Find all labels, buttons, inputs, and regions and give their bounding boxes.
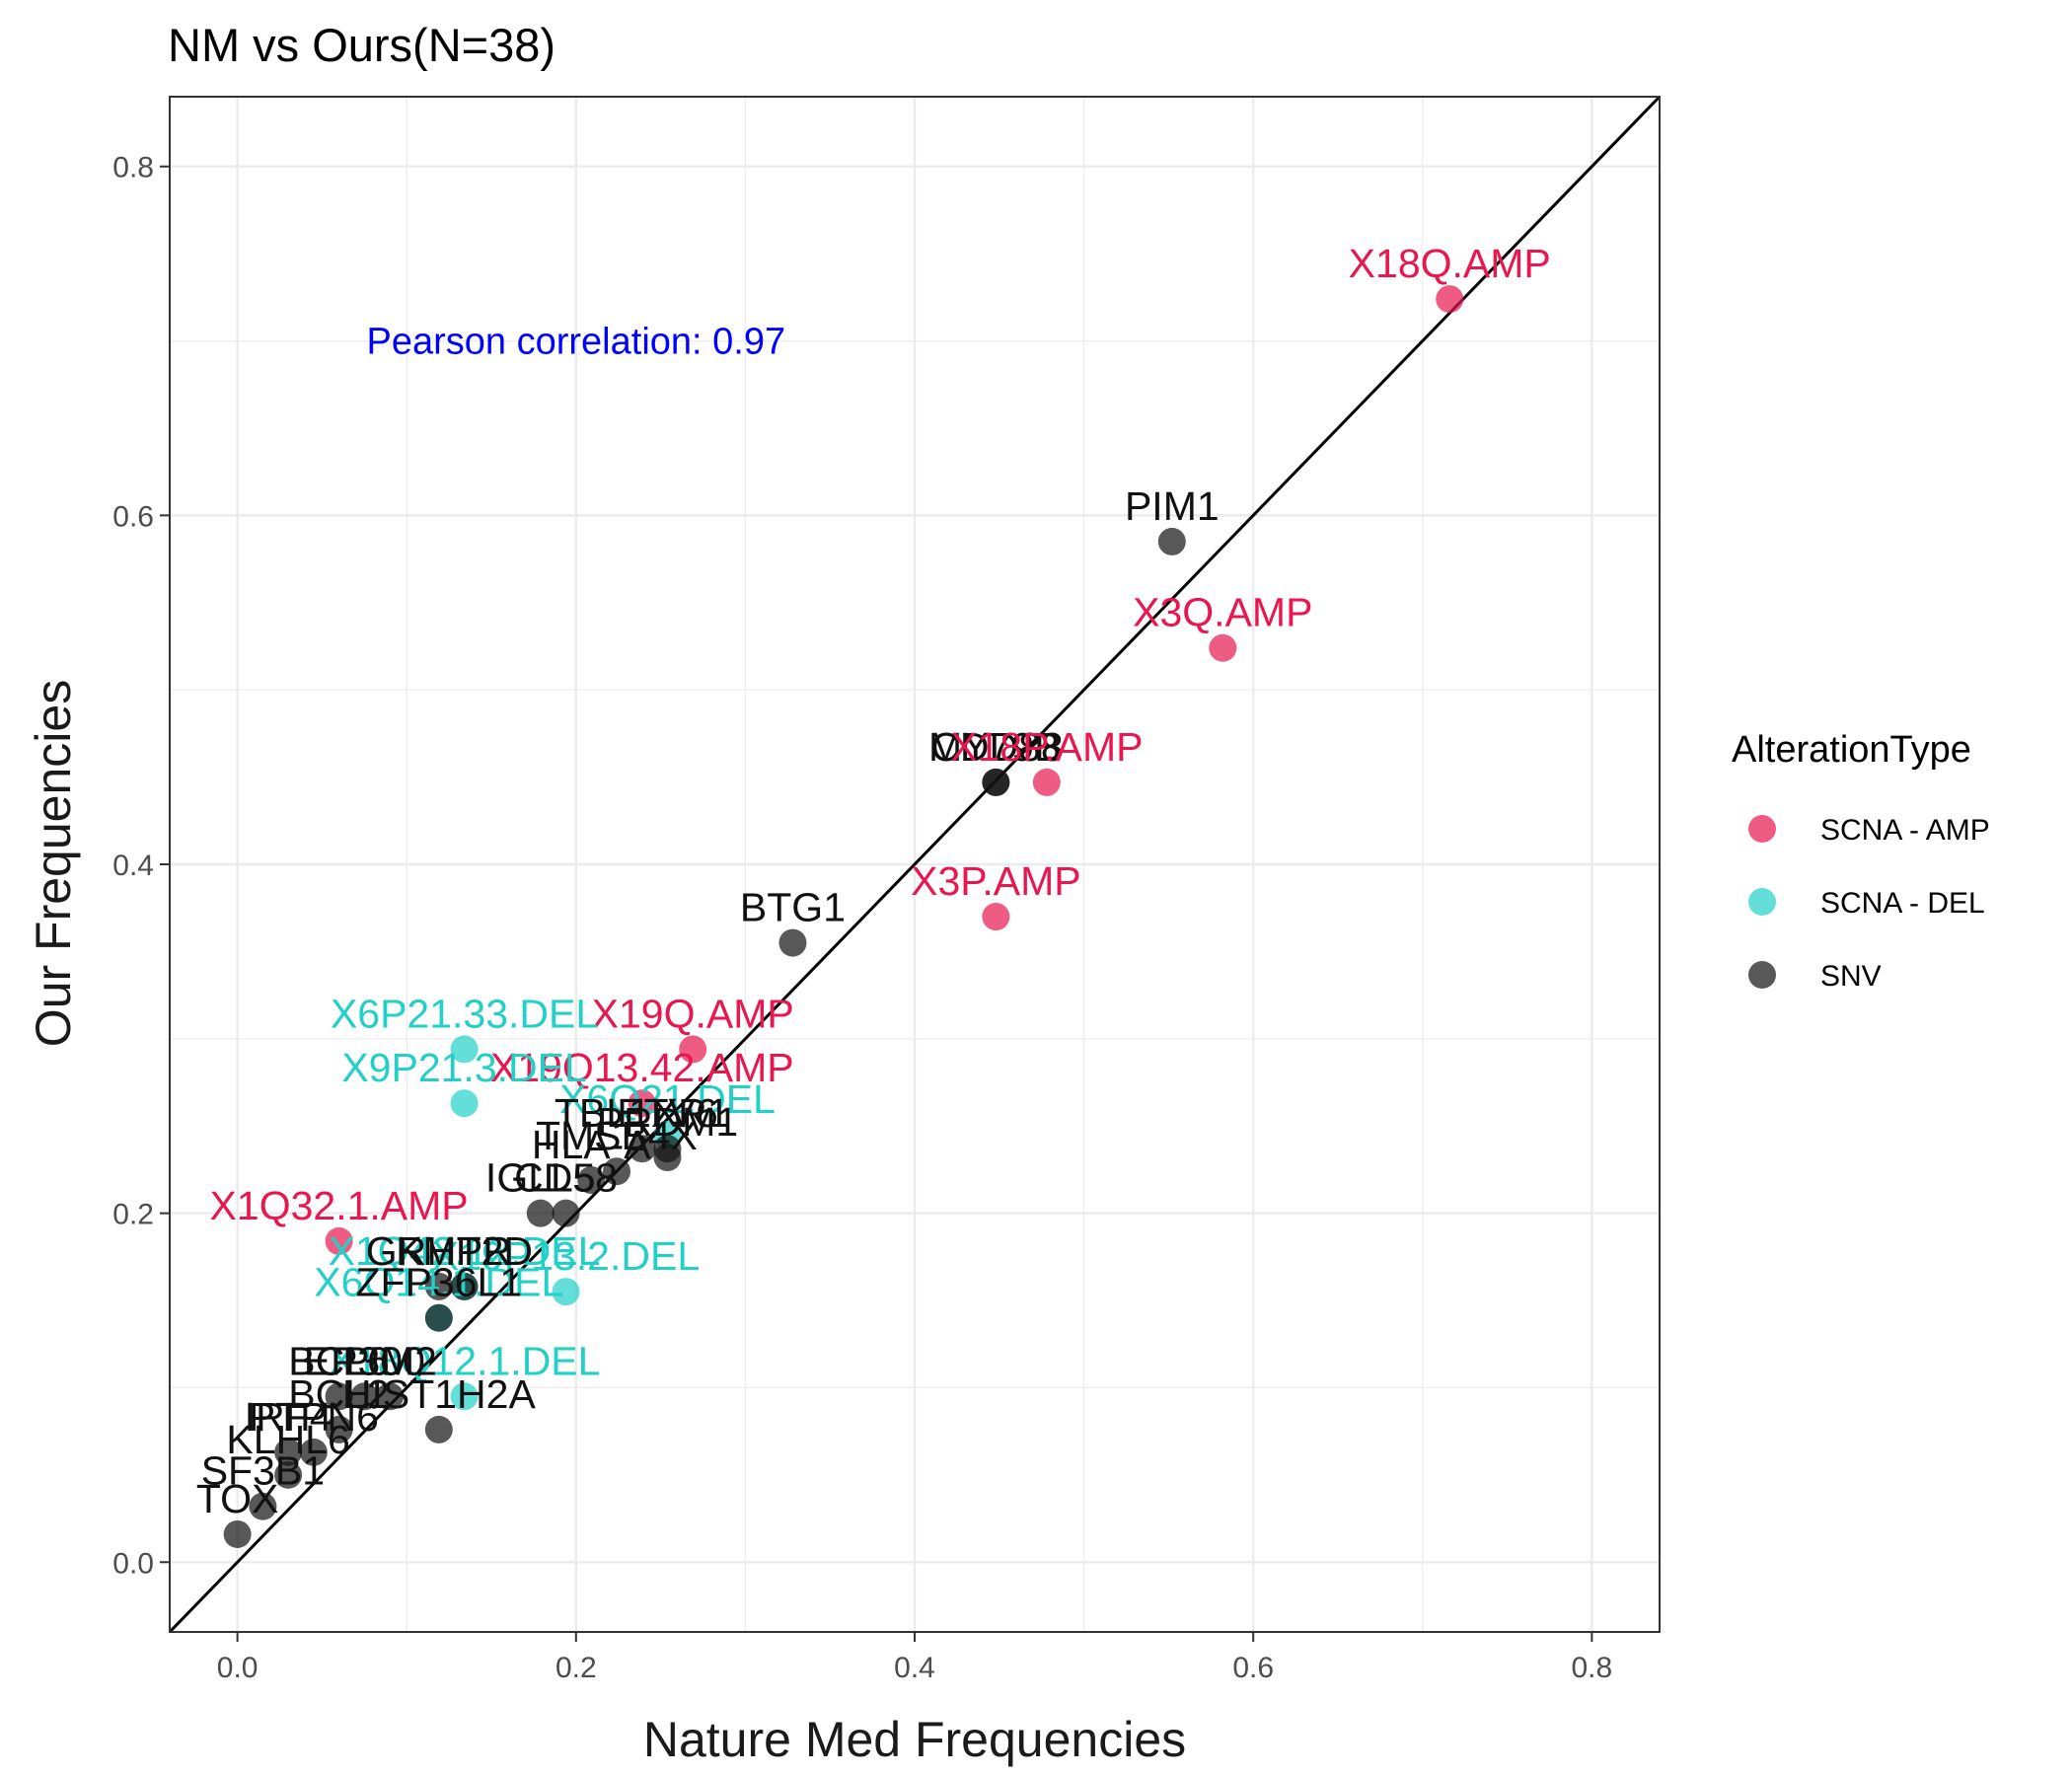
x-tick-label: 0.6 — [1232, 1652, 1274, 1684]
data-point — [982, 903, 1010, 931]
point-label: CD58 — [514, 1155, 618, 1201]
y-tick-label: 0.0 — [112, 1547, 154, 1580]
x-tick-label: 0.0 — [217, 1652, 259, 1684]
legend-label: SCNA - AMP — [1820, 814, 1990, 847]
data-point — [450, 1272, 479, 1300]
y-tick-label: 0.2 — [112, 1199, 154, 1231]
point-label: TOX — [196, 1476, 279, 1521]
point-label: PIM2 — [342, 1338, 437, 1383]
legend-key — [1748, 815, 1776, 843]
point-label: KMT2D — [396, 1228, 533, 1274]
data-point — [424, 1415, 453, 1443]
point-label: SF3B1 — [201, 1448, 325, 1494]
legend-label: SNV — [1820, 960, 1882, 993]
point-label: X19P13.2.DEL — [432, 1233, 700, 1279]
point-label: HLA-A — [532, 1122, 651, 1167]
data-point — [1436, 285, 1464, 314]
point-label: IRF4 — [245, 1394, 333, 1440]
point-label: HIST1H2A — [342, 1371, 537, 1417]
data-point — [325, 1382, 353, 1411]
point-label: X18P.AMP — [950, 724, 1143, 770]
point-label: X6P21.33.DEL — [331, 991, 598, 1036]
data-point — [299, 1438, 328, 1466]
point-label: PIM1 — [1125, 483, 1220, 529]
data-point — [552, 1278, 580, 1306]
data-point — [1209, 633, 1237, 662]
point-label: X9P21.3.DEL — [341, 1045, 586, 1090]
data-point — [628, 1089, 656, 1118]
point-label: X6Q21.DEL — [559, 1076, 776, 1122]
point-label: PRDM1 — [597, 1099, 739, 1145]
point-label: X18Q12.1.DEL — [329, 1338, 601, 1383]
point-label: X1Q42.12.DEL — [329, 1228, 601, 1274]
data-point — [249, 1492, 277, 1520]
x-tick-label: 0.2 — [555, 1652, 597, 1684]
x-tick-label: 0.4 — [894, 1652, 935, 1684]
data-point — [450, 1035, 479, 1064]
point-label: EP300 — [304, 1338, 425, 1383]
data-point — [778, 928, 807, 957]
legend-key — [1748, 961, 1776, 989]
point-label: TMSB4X — [536, 1113, 698, 1158]
data-point — [679, 1035, 707, 1064]
data-point — [577, 1166, 606, 1195]
point-label: X6Q14.1.DEL — [314, 1260, 563, 1305]
data-point — [450, 1089, 479, 1118]
point-label: ETV6 — [617, 1090, 718, 1136]
data-point — [274, 1460, 303, 1489]
y-tick-label: 0.8 — [112, 152, 154, 185]
data-point — [350, 1382, 379, 1411]
point-label: X3P.AMP — [911, 858, 1080, 904]
point-label: PTPN6 — [249, 1394, 379, 1440]
data-point — [424, 1272, 453, 1300]
data-points — [223, 285, 1464, 1548]
point-label: TBL1XR1 — [555, 1090, 730, 1136]
point-label: MYD88 — [928, 724, 1064, 770]
point-label: ZFP36L1 — [356, 1260, 523, 1305]
data-point — [325, 1226, 353, 1255]
chart-title: NM vs Ours(N=38) — [168, 19, 555, 71]
data-point — [1157, 527, 1186, 555]
legend-label: SCNA - DEL — [1820, 887, 1985, 920]
point-label: X18Q.AMP — [1349, 241, 1551, 286]
data-point — [376, 1382, 405, 1411]
y-tick-label: 0.4 — [112, 850, 154, 882]
point-label: IGLL5 — [485, 1155, 596, 1201]
data-point — [1032, 768, 1061, 796]
y-tick-label: 0.6 — [112, 500, 154, 533]
data-point — [628, 1135, 656, 1163]
data-point — [982, 768, 1010, 796]
point-label: BTG1 — [740, 885, 846, 930]
data-point — [450, 1382, 479, 1411]
x-tick-label: 0.8 — [1572, 1652, 1613, 1684]
data-point — [424, 1303, 453, 1332]
data-point — [653, 1144, 682, 1172]
x-axis-title: Nature Med Frequencies — [643, 1712, 1186, 1767]
point-label: CD79B — [930, 724, 1061, 770]
point-label: KLHL6 — [226, 1417, 349, 1462]
point-label: X19Q.AMP — [592, 991, 794, 1036]
identity-reference-line — [168, 95, 1662, 1634]
grid — [170, 97, 1660, 1632]
pearson-annotation: Pearson correlation: 0.97 — [367, 322, 786, 363]
point-label: X19Q13.42.AMP — [490, 1045, 794, 1090]
data-point — [325, 1415, 353, 1443]
point-label: X1Q32.1.AMP — [210, 1183, 469, 1228]
y-axis-title: Our Frequencies — [26, 680, 81, 1047]
point-label: BCL6 — [288, 1338, 390, 1383]
data-point — [526, 1199, 555, 1227]
data-point — [552, 1199, 580, 1227]
axis-ticks: 0.0 0.2 0.4 0.6 0.8 0.0 0.2 0.4 0.6 0.8 — [112, 152, 1612, 1684]
data-point — [603, 1157, 630, 1186]
data-point — [274, 1438, 303, 1466]
legend-key — [1748, 888, 1776, 916]
data-point — [223, 1519, 252, 1548]
point-label: BCL2 — [288, 1371, 390, 1417]
legend: AlterationType SCNA - AMP SCNA - DEL SNV — [1732, 729, 1990, 993]
point-label: GRHPR — [366, 1228, 512, 1274]
point-label: X3Q.AMP — [1133, 590, 1312, 635]
legend-title: AlterationType — [1732, 729, 1971, 771]
